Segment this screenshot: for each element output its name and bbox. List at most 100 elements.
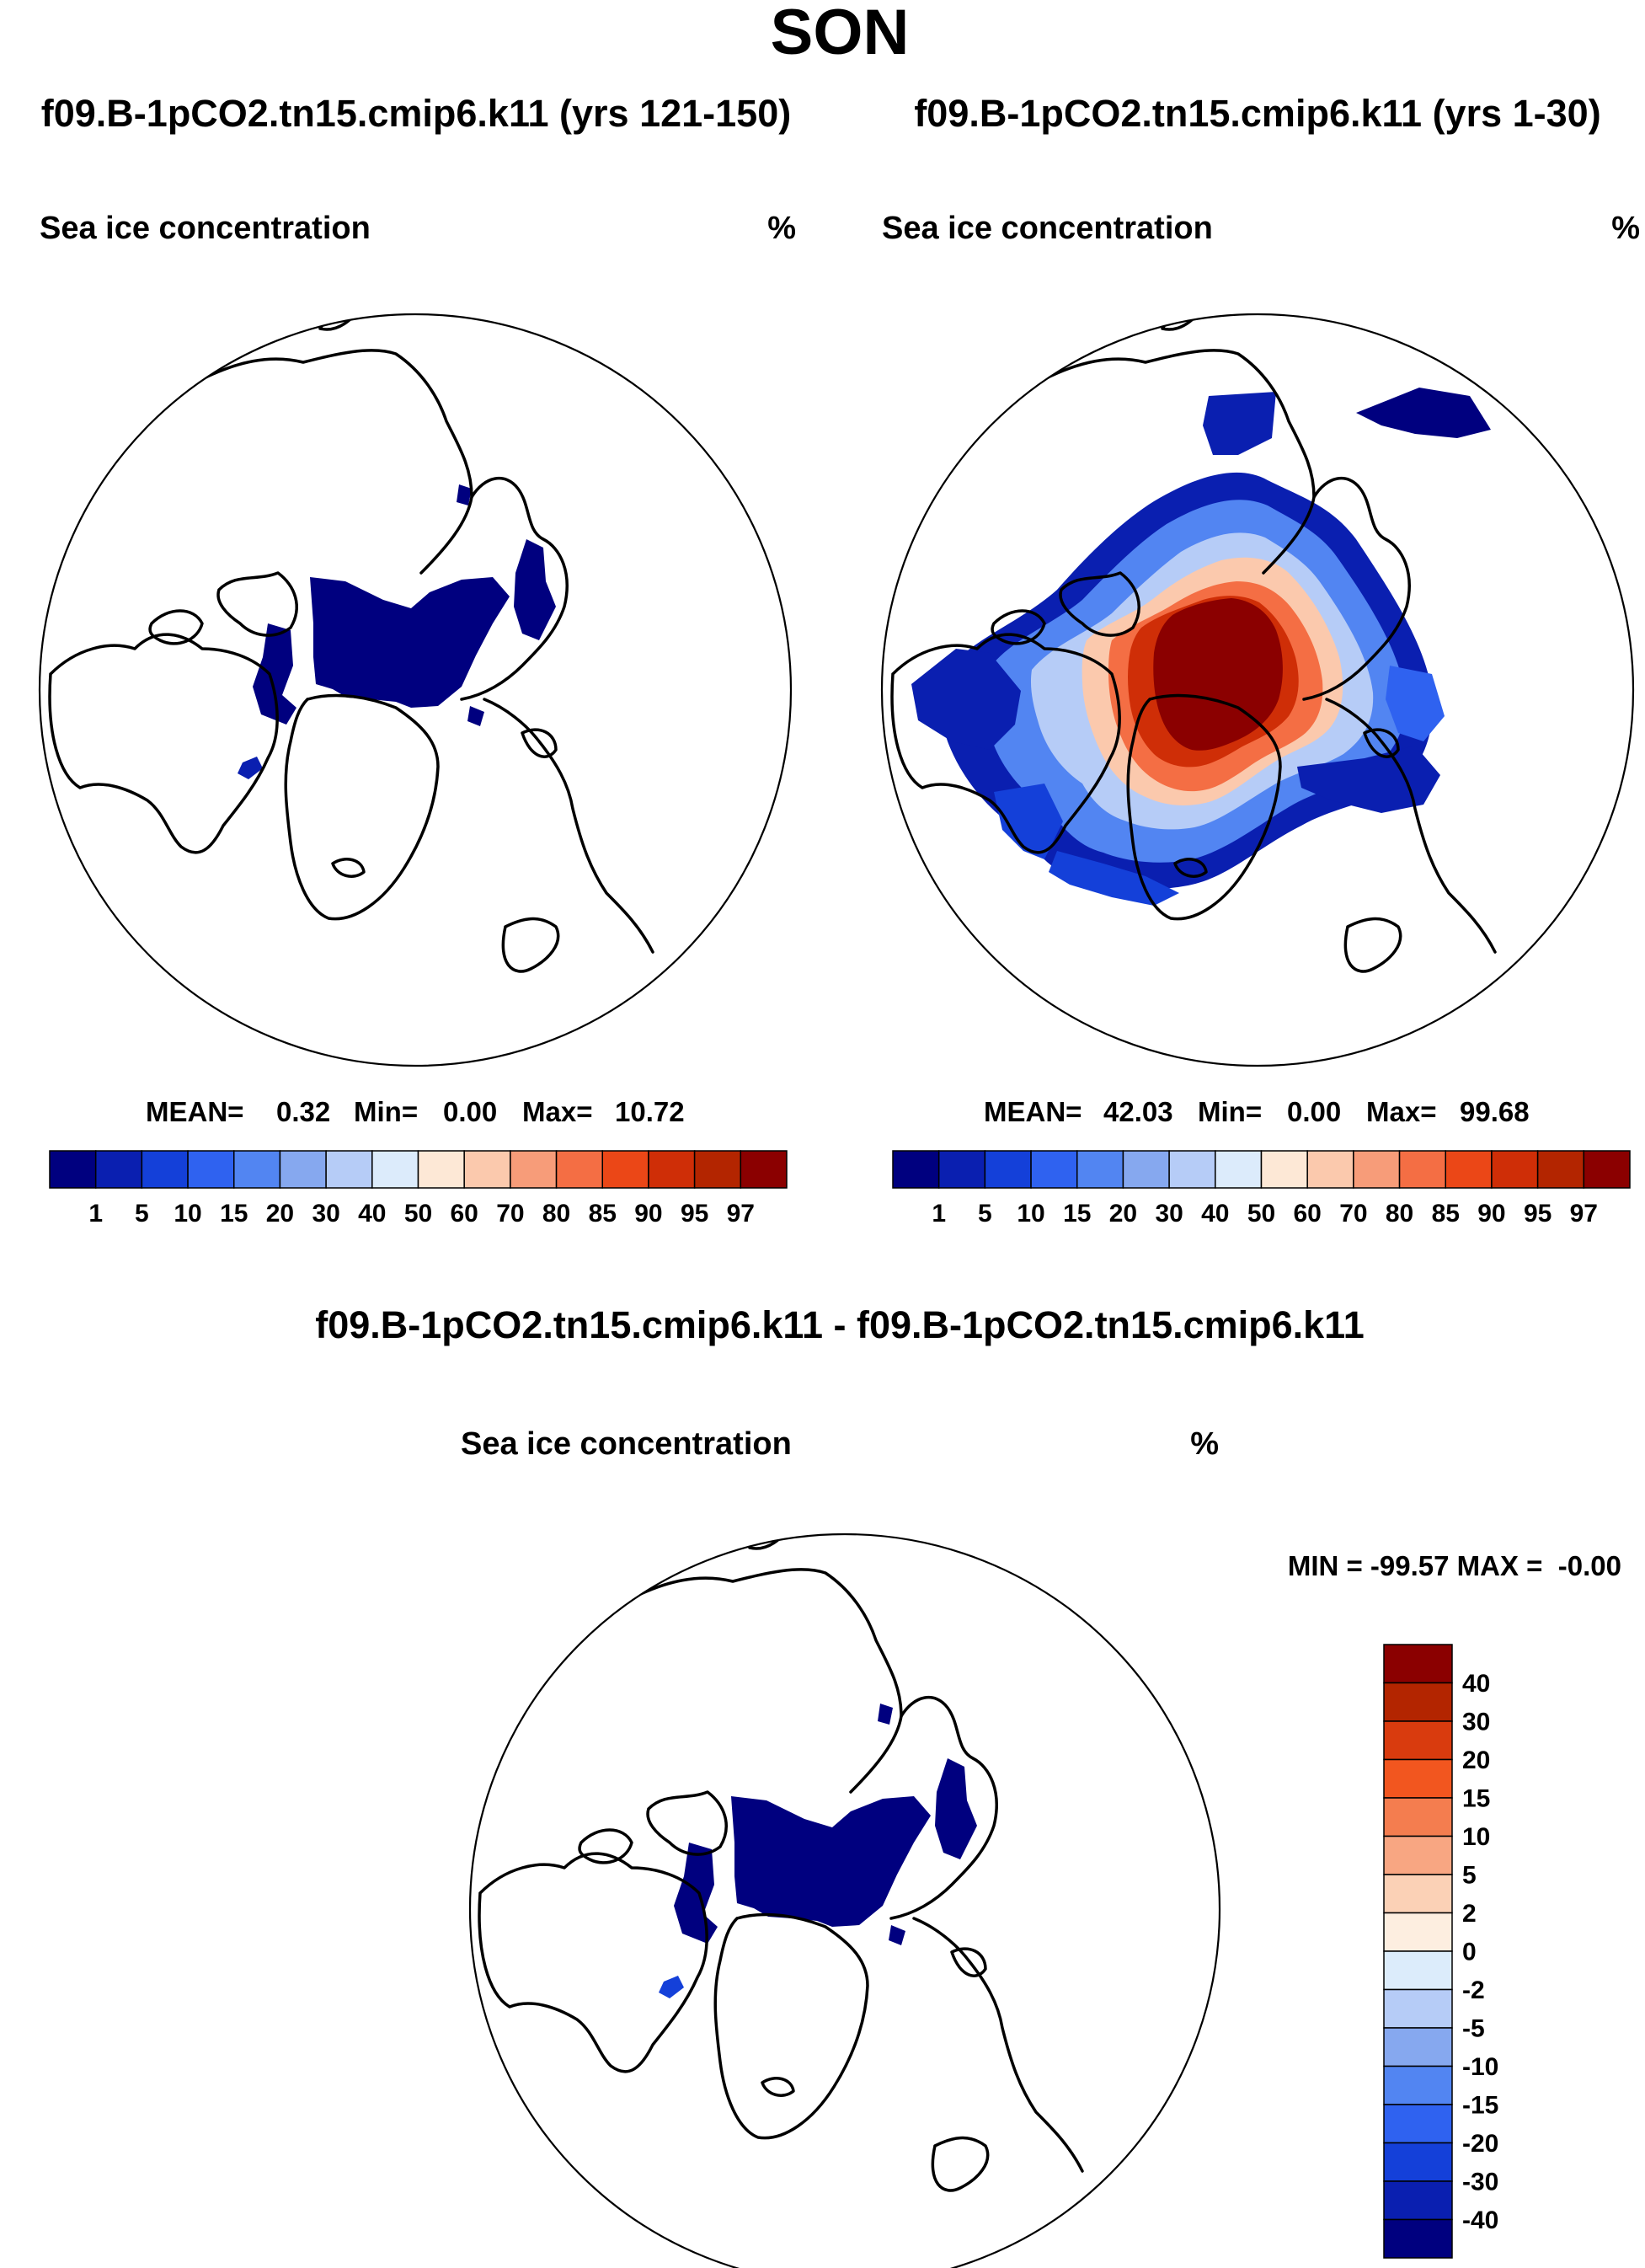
colorbar-2-tick-label: 95 [1524, 1200, 1552, 1228]
colorbar-3-swatch [1383, 1720, 1453, 1761]
colorbar-3-tick-label: -30 [1462, 2169, 1498, 2196]
colorbar-3-swatch [1383, 2027, 1453, 2067]
colorbar-2-swatch [1260, 1150, 1308, 1189]
map-2-field [911, 388, 1491, 906]
colorbar-1-tick-label: 15 [220, 1200, 248, 1228]
map-1-coast-hudson [148, 609, 204, 645]
colorbar-2-swatch [1168, 1150, 1216, 1189]
map-1-ice-patch-channels [253, 623, 296, 725]
colorbar-1-swatch [233, 1150, 281, 1189]
map-1-coast-alaska [48, 633, 279, 854]
map-3-diff-patch-central [731, 1796, 931, 1927]
map-3-field [659, 1704, 977, 1998]
map-1-coast-greenland [284, 693, 440, 921]
map-2-coast-svalbard [1363, 728, 1400, 758]
colorbar-3-swatch [1383, 2104, 1453, 2144]
colorbar-3-tick-label: 30 [1462, 1709, 1490, 1736]
colorbar-1-swatch [740, 1150, 788, 1189]
map-2-ice-okhotsk [1356, 388, 1491, 438]
panel-3-units: % [1190, 1426, 1219, 1462]
colorbar-1-swatch [463, 1150, 511, 1189]
colorbar-2-tick-label: 1 [932, 1200, 946, 1228]
colorbar-3-swatch [1383, 1874, 1453, 1914]
map-2-coast-kamchatka [1161, 314, 1215, 331]
colorbar-2-tick-label: 90 [1477, 1200, 1505, 1228]
colorbar-3-swatch [1383, 2065, 1453, 2105]
panel-1-stats: MEAN= 0.32 Min= 0.00 Max= 10.72 [146, 1096, 685, 1127]
polar-map-1 [38, 313, 793, 1067]
colorbar-2-swatch [1398, 1150, 1446, 1189]
colorbar-2-tick-label: 10 [1017, 1200, 1044, 1228]
panel-2-title: f09.B-1pCO2.tn15.cmip6.k11 (yrs 1-30) [914, 92, 1600, 135]
colorbar-2-swatch [1536, 1150, 1585, 1189]
polar-map-2 [880, 313, 1635, 1067]
colorbar-3-swatch [1383, 1644, 1453, 1684]
colorbar-1-tick-label: 5 [135, 1200, 149, 1228]
map-1-boundary [38, 313, 793, 1067]
figure-title: SON [771, 0, 910, 68]
map-2-coast-hudson [991, 609, 1046, 645]
panel-3-variable: Sea ice concentration [461, 1426, 792, 1462]
colorbar-1-swatch [49, 1150, 97, 1189]
colorbar-3-swatch [1383, 1682, 1453, 1722]
panel-1-title: f09.B-1pCO2.tn15.cmip6.k11 (yrs 121-150) [41, 92, 791, 135]
map-1-coast-europe [501, 917, 560, 973]
map-2-coast-alaska [890, 633, 1121, 854]
colorbar-2-tick-label: 85 [1432, 1200, 1460, 1228]
map-3-coast-scandinavia [912, 1917, 1084, 2173]
colorbar-2-swatch [937, 1150, 986, 1189]
colorbar-2-swatch [984, 1150, 1032, 1189]
colorbar-3-swatch [1383, 2142, 1453, 2182]
polar-map-3 [469, 1533, 1220, 2268]
colorbar-2-tick-label: 5 [978, 1200, 992, 1228]
colorbar-2-swatch [1491, 1150, 1539, 1189]
panel-3-title: f09.B-1pCO2.tn15.cmip6.k11 - f09.B-1pCO2… [315, 1303, 1365, 1346]
panel-1-max-label: Max= [522, 1096, 592, 1127]
panel-3-minmax: MIN = -99.57 MAX = -0.00 [1288, 1550, 1621, 1581]
map-1-coast-iceland [331, 858, 366, 878]
colorbar-2-swatch [892, 1150, 940, 1189]
colorbar-1-tick-label: 60 [451, 1200, 478, 1228]
map-3-coast-europe [931, 2136, 990, 2192]
colorbar-1-swatch [601, 1150, 649, 1189]
colorbar-3-tick-label: 0 [1462, 1939, 1477, 1966]
colorbar-2-swatch [1353, 1150, 1401, 1189]
panel-1-mean-label: MEAN= [146, 1096, 243, 1127]
colorbar-3-tick-label: -20 [1462, 2130, 1498, 2158]
map-3-diff-patch-svalbard [889, 1925, 905, 1945]
panel-1-colorbar: 1 5 10 15 20 30 40 50 60 70 80 85 90 95 97 [49, 1150, 788, 1228]
colorbar-3-tick-label: -40 [1462, 2206, 1498, 2234]
colorbar-1-swatch [371, 1150, 419, 1189]
colorbar-1-swatch [417, 1150, 465, 1189]
colorbar-2-swatch [1122, 1150, 1170, 1189]
map-3-coast-greenland [713, 1912, 869, 2140]
colorbar-3-tick-label: 20 [1462, 1746, 1490, 1774]
colorbar-1-tick-label: 85 [589, 1200, 617, 1228]
map-2-ice-labrador [994, 784, 1063, 859]
colorbar-1-tick-label: 80 [542, 1200, 570, 1228]
panel-1-min-label: Min= [354, 1096, 418, 1127]
colorbar-2-tick-label: 60 [1294, 1200, 1322, 1228]
panel-2-max: 99.68 [1460, 1096, 1530, 1127]
colorbar-2-tick-label: 70 [1339, 1200, 1367, 1228]
colorbar-2-swatch [1215, 1150, 1263, 1189]
colorbar-2-tick-label: 20 [1109, 1200, 1137, 1228]
colorbar-1-swatch [510, 1150, 558, 1189]
map-2-coast-canada-arctic [1059, 571, 1140, 637]
map-1-coast-scandinavia [483, 698, 654, 954]
colorbar-3-swatch [1383, 2180, 1453, 2221]
map-1-ice-patch-baffin [238, 757, 263, 779]
colorbar-1-tick-label: 40 [358, 1200, 386, 1228]
colorbar-3-swatch [1383, 1758, 1453, 1799]
colorbar-3-swatch [1383, 1797, 1453, 1837]
colorbar-3-swatch [1383, 2218, 1453, 2259]
panel-2: f09.B-1pCO2.tn15.cmip6.k11 (yrs 1-30) Se… [880, 92, 1640, 1228]
colorbar-1-tick-label: 1 [88, 1200, 103, 1228]
map-2-ice-kara [1386, 666, 1445, 741]
colorbar-2-tick-label: 80 [1386, 1200, 1413, 1228]
map-3-coast-svalbard [950, 1947, 987, 1977]
panel-2-min: 0.00 [1287, 1096, 1341, 1127]
colorbar-1-swatch [693, 1150, 742, 1189]
panel-2-colorbar: 1 5 10 15 20 30 40 50 60 70 80 85 90 95 97 [892, 1150, 1631, 1228]
